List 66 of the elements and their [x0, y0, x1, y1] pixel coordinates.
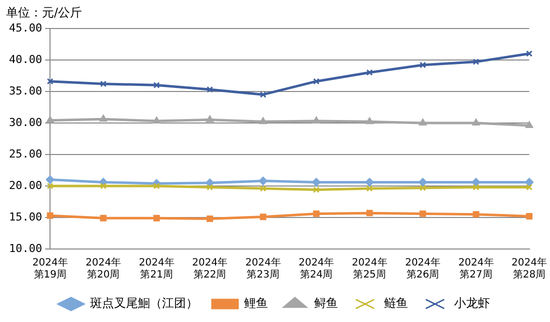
point — [153, 82, 160, 88]
legend-label: 鲤鱼 — [244, 296, 268, 310]
point — [420, 210, 426, 217]
legend-label: 斑点叉尾鮰（江团） — [90, 296, 198, 310]
x-tick-label: 2024年第20周 — [86, 256, 122, 281]
point — [153, 182, 160, 190]
y-tick-label: 45.00 — [8, 21, 42, 34]
y-tick-label: 15.00 — [8, 210, 42, 224]
y-tick-label: 35.00 — [8, 84, 42, 98]
point — [366, 117, 374, 124]
point — [365, 178, 374, 186]
point — [100, 214, 107, 222]
point — [206, 184, 214, 190]
point — [366, 210, 373, 216]
point — [526, 213, 532, 220]
point — [206, 116, 214, 122]
point — [46, 78, 54, 85]
point — [313, 186, 320, 193]
point — [472, 178, 480, 186]
point — [472, 118, 480, 126]
point — [100, 182, 107, 190]
point — [366, 185, 373, 192]
point — [46, 175, 54, 184]
point — [260, 91, 266, 98]
legend-label: 鲟鱼 — [314, 296, 338, 310]
point — [206, 216, 214, 222]
point — [100, 114, 108, 122]
point — [472, 211, 480, 218]
point — [420, 184, 426, 192]
point — [472, 184, 480, 190]
legend-label: 鲢鱼 — [384, 296, 408, 310]
y-tick-label: 30.00 — [8, 116, 42, 129]
chart-title: 单位：元/公斤 — [6, 5, 82, 20]
x-tick-label: 2024年第27周 — [458, 256, 494, 281]
point — [100, 80, 107, 88]
x-tick-label: 2024年第28周 — [512, 256, 547, 281]
legend-label: 小龙虾 — [454, 296, 490, 310]
x-tick-label: 2024年第25周 — [352, 256, 388, 281]
point — [366, 69, 373, 76]
point — [472, 58, 480, 66]
point — [419, 118, 427, 126]
x-tick-label: 2024年第19周 — [32, 256, 68, 281]
x-tick-label: 2024年第26周 — [405, 256, 441, 281]
y-tick-label: 40.00 — [8, 52, 42, 66]
point — [526, 50, 532, 57]
y-tick-label: 20.00 — [8, 178, 42, 192]
point — [260, 214, 266, 220]
point — [206, 86, 214, 93]
x-tick-label: 2024年第22周 — [192, 256, 228, 281]
point — [153, 214, 160, 222]
point — [420, 62, 426, 68]
y-tick-label: 25.00 — [8, 147, 42, 160]
point — [525, 121, 534, 128]
x-tick-label: 2024年第23周 — [245, 256, 281, 281]
point — [258, 176, 268, 186]
point — [259, 117, 267, 124]
point — [313, 78, 320, 85]
point — [152, 116, 160, 124]
point — [260, 185, 266, 192]
point — [525, 178, 534, 186]
point — [526, 184, 532, 190]
y-tick-label: 10.00 — [8, 242, 42, 255]
x-tick-label: 2024年第24周 — [298, 256, 334, 281]
point — [312, 116, 320, 124]
point — [313, 210, 320, 217]
x-tick-label: 2024年第21周 — [138, 256, 174, 281]
